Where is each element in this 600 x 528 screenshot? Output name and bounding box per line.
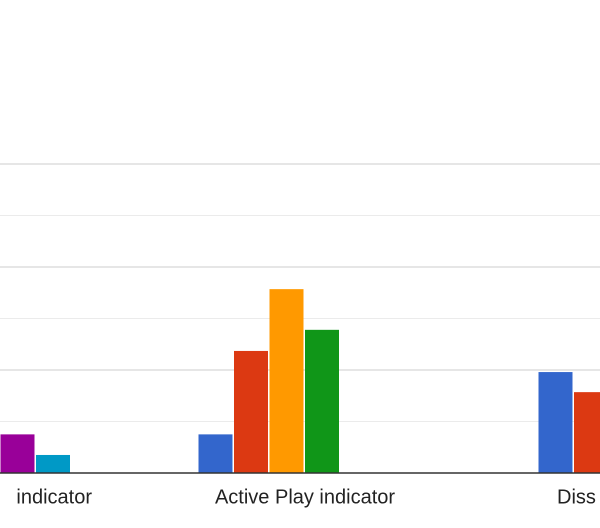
bar bbox=[305, 329, 339, 473]
bar bbox=[269, 289, 304, 473]
bar bbox=[234, 350, 268, 473]
bar bbox=[538, 372, 573, 473]
bar bbox=[0, 434, 35, 473]
x-tick-label: Diss bbox=[557, 486, 596, 508]
x-tick-label: Active Play indicator bbox=[215, 486, 395, 508]
bar bbox=[574, 392, 600, 473]
bar bbox=[36, 454, 70, 473]
x-tick-label: indicator bbox=[16, 486, 92, 508]
bar bbox=[198, 434, 233, 473]
